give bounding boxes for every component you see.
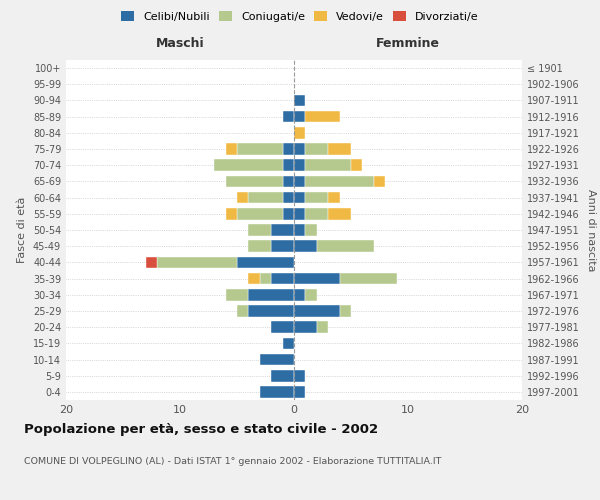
Bar xyxy=(305,192,328,203)
Bar xyxy=(294,370,305,382)
Bar xyxy=(305,176,374,188)
Bar xyxy=(237,208,283,220)
Bar xyxy=(328,143,351,155)
Bar xyxy=(248,224,271,236)
Text: Femmine: Femmine xyxy=(376,38,440,51)
Bar xyxy=(305,289,317,300)
Bar xyxy=(146,256,157,268)
Bar xyxy=(271,370,294,382)
Bar xyxy=(226,289,248,300)
Bar xyxy=(283,338,294,349)
Bar xyxy=(283,192,294,203)
Bar xyxy=(317,240,374,252)
Bar xyxy=(374,176,385,188)
Bar xyxy=(305,143,328,155)
Bar xyxy=(248,289,294,300)
Bar xyxy=(260,272,271,284)
Bar xyxy=(340,272,397,284)
Bar xyxy=(294,94,305,106)
Bar xyxy=(248,272,260,284)
Bar xyxy=(294,240,317,252)
Text: Popolazione per età, sesso e stato civile - 2002: Popolazione per età, sesso e stato civil… xyxy=(24,422,378,436)
Bar xyxy=(248,305,294,317)
Bar xyxy=(237,305,248,317)
Bar xyxy=(271,240,294,252)
Bar xyxy=(226,143,237,155)
Bar xyxy=(294,143,305,155)
Bar xyxy=(260,386,294,398)
Bar xyxy=(305,111,340,122)
Bar xyxy=(237,143,283,155)
Bar xyxy=(283,143,294,155)
Bar xyxy=(271,272,294,284)
Y-axis label: Anni di nascita: Anni di nascita xyxy=(586,188,596,271)
Bar xyxy=(283,111,294,122)
Bar xyxy=(340,305,351,317)
Bar xyxy=(294,176,305,188)
Bar xyxy=(237,192,248,203)
Text: COMUNE DI VOLPEGLINO (AL) - Dati ISTAT 1° gennaio 2002 - Elaborazione TUTTITALIA: COMUNE DI VOLPEGLINO (AL) - Dati ISTAT 1… xyxy=(24,458,442,466)
Bar xyxy=(328,192,340,203)
Bar xyxy=(294,272,340,284)
Bar xyxy=(328,208,351,220)
Bar xyxy=(294,305,340,317)
Bar xyxy=(248,192,283,203)
Bar xyxy=(294,386,305,398)
Bar xyxy=(317,322,328,333)
Bar xyxy=(294,127,305,138)
Bar xyxy=(271,322,294,333)
Bar xyxy=(260,354,294,366)
Bar xyxy=(294,208,305,220)
Bar xyxy=(248,240,271,252)
Bar xyxy=(226,208,237,220)
Bar xyxy=(294,192,305,203)
Bar xyxy=(294,289,305,300)
Bar xyxy=(294,160,305,171)
Bar xyxy=(305,160,351,171)
Bar xyxy=(226,176,283,188)
Bar xyxy=(157,256,237,268)
Y-axis label: Fasce di età: Fasce di età xyxy=(17,197,27,263)
Bar xyxy=(294,322,317,333)
Bar xyxy=(305,224,317,236)
Bar xyxy=(283,208,294,220)
Legend: Celibi/Nubili, Coniugati/e, Vedovi/e, Divorziati/e: Celibi/Nubili, Coniugati/e, Vedovi/e, Di… xyxy=(118,8,482,25)
Bar xyxy=(271,224,294,236)
Bar xyxy=(237,256,294,268)
Bar xyxy=(351,160,362,171)
Bar xyxy=(305,208,328,220)
Bar xyxy=(294,224,305,236)
Bar xyxy=(214,160,283,171)
Text: Maschi: Maschi xyxy=(155,38,205,51)
Bar xyxy=(283,160,294,171)
Bar xyxy=(283,176,294,188)
Bar xyxy=(294,111,305,122)
